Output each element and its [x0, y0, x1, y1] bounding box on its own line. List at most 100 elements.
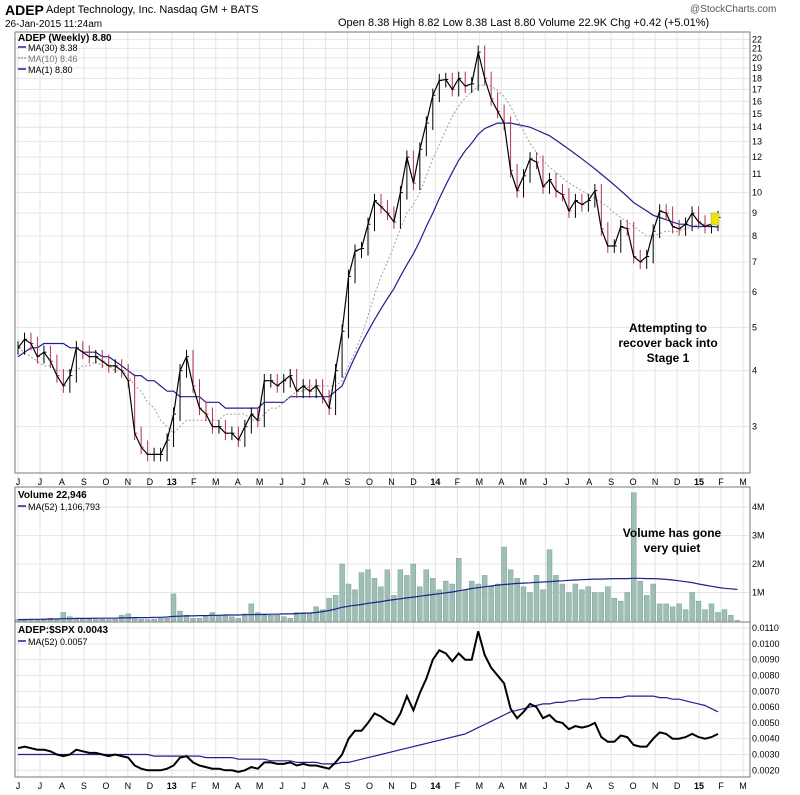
- x-tick-label: N: [388, 781, 395, 791]
- y-tick-label: 0.0080: [752, 671, 780, 681]
- ratio-legend-ma: MA(52) 0.0057: [28, 637, 88, 647]
- x-tick-label: J: [543, 477, 548, 487]
- volume-bar: [378, 586, 384, 622]
- x-tick-label: 13: [167, 781, 177, 791]
- volume-legend-ma: MA(52) 1,106,793: [28, 502, 100, 512]
- y-tick-label: 16: [752, 96, 762, 106]
- grid-lines: [15, 32, 750, 777]
- price-legend-ma1: MA(1) 8.80: [28, 65, 73, 75]
- volume-bar: [397, 569, 404, 622]
- y-tick-label: 0.0030: [752, 749, 780, 759]
- volume-bar: [559, 583, 566, 622]
- y-tick-label: 11: [752, 169, 761, 179]
- x-tick-label: M: [739, 781, 747, 791]
- x-tick-label: O: [102, 477, 109, 487]
- volume-bar: [209, 612, 216, 622]
- volume-bar: [566, 592, 572, 622]
- volume-bar: [157, 618, 164, 622]
- volume-bar: [708, 603, 715, 622]
- volume-bar: [319, 609, 326, 622]
- price-series: [17, 51, 719, 455]
- x-tick-label: D: [147, 477, 154, 487]
- volume-bar: [371, 578, 378, 622]
- x-tick-label: O: [630, 781, 637, 791]
- volume-bar: [572, 583, 579, 622]
- y-tick-label: 0.0050: [752, 718, 780, 728]
- y-tick-label: 0.0070: [752, 686, 780, 696]
- x-tick-label: O: [366, 781, 373, 791]
- x-tick-label: D: [147, 781, 154, 791]
- volume-bar: [222, 615, 229, 622]
- volume-bar: [734, 620, 741, 622]
- x-tick-label: D: [674, 781, 681, 791]
- volume-bar: [339, 563, 345, 622]
- x-tick-label: A: [586, 477, 592, 487]
- volume-bar: [721, 609, 728, 622]
- volume-bar: [449, 583, 455, 622]
- volume-bar: [216, 615, 222, 622]
- volume-bar: [682, 609, 689, 622]
- volume-bar: [585, 586, 591, 622]
- x-tick-label: M: [256, 477, 264, 487]
- x-tick-label: J: [16, 781, 21, 791]
- y-tick-label: 9: [752, 208, 757, 218]
- volume-bar: [631, 492, 637, 622]
- x-tick-label: A: [498, 477, 504, 487]
- volume-bar: [656, 603, 663, 622]
- x-tick-label: N: [388, 477, 395, 487]
- volume-bar: [410, 563, 416, 622]
- y-tick-label: 0.0040: [752, 734, 780, 744]
- x-tick-label: O: [630, 477, 637, 487]
- x-tick-label: M: [520, 477, 528, 487]
- price-annotation-line2: recover back into: [618, 336, 717, 350]
- volume-bar: [287, 618, 293, 622]
- volume-bar: [702, 609, 708, 622]
- x-tick-label: A: [235, 781, 241, 791]
- x-tick-label: S: [608, 781, 614, 791]
- x-tick-label: M: [739, 477, 747, 487]
- volume-bar: [99, 619, 105, 622]
- company-name: Adept Technology, Inc. Nasdaq GM + BATS: [46, 4, 259, 16]
- x-tick-label: F: [455, 477, 461, 487]
- volume-bar: [281, 616, 287, 622]
- volume-bar: [469, 580, 475, 622]
- volume-bar: [112, 619, 118, 622]
- x-tick-label: J: [279, 477, 284, 487]
- x-tick-label: 15: [694, 781, 704, 791]
- volume-bar: [365, 569, 371, 622]
- volume-bar: [229, 616, 235, 622]
- volume-bar: [695, 600, 702, 622]
- x-tick-label: J: [301, 477, 306, 487]
- x-tick-label: M: [476, 477, 484, 487]
- x-tick-label: O: [102, 781, 109, 791]
- symbol-title: ADEP: [5, 2, 44, 18]
- x-tick-label: A: [323, 781, 329, 791]
- x-tick-label: 13: [167, 477, 177, 487]
- x-tick-label: A: [59, 477, 65, 487]
- volume-bar: [138, 619, 144, 622]
- volume-annotation-line2: very quiet: [644, 541, 701, 555]
- y-tick-label: 1M: [752, 588, 765, 598]
- x-tick-label: F: [455, 781, 461, 791]
- y-tick-label: 4M: [752, 502, 765, 512]
- volume-bar: [669, 606, 676, 622]
- volume-bar: [417, 586, 423, 622]
- price-x-axis: J J A S O N D 13 F M A M J J A S O N D 14 F M A M J J A S O N D 15 F M: [16, 477, 747, 487]
- volume-bar: [203, 616, 209, 622]
- price-legend-ma30: MA(30) 8.38: [28, 43, 78, 53]
- volume-bar: [624, 592, 630, 622]
- ratio-ma-line: [18, 695, 719, 765]
- volume-bar: [430, 578, 436, 622]
- price-annotation: Attempting to recover back into Stage 1: [618, 321, 717, 365]
- x-tick-label: 15: [694, 477, 704, 487]
- ratio-line: [17, 631, 719, 773]
- x-tick-label: A: [586, 781, 592, 791]
- price-ma10-series: [17, 84, 719, 434]
- volume-bar: [663, 603, 669, 622]
- volume-bar: [540, 589, 546, 622]
- volume-bar: [715, 612, 721, 622]
- x-tick-label: J: [279, 781, 284, 791]
- y-tick-label: 8: [752, 231, 757, 241]
- volume-bar: [313, 606, 319, 622]
